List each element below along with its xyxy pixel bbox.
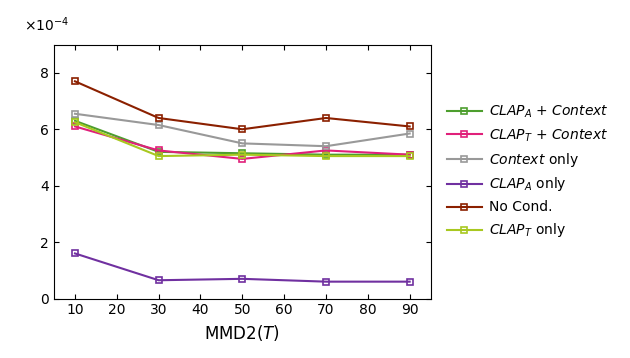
No Cond. <box>155 116 163 120</box>
$\mathit{CLAP}_T$ + $\mathit{Context}$ <box>406 153 413 157</box>
$\mathit{CLAP}_T$ + $\mathit{Context}$ <box>239 157 246 161</box>
Line: No Cond.: No Cond. <box>72 78 413 133</box>
No Cond. <box>239 127 246 131</box>
Line: $\mathit{CLAP}_T$ only: $\mathit{CLAP}_T$ only <box>72 119 413 160</box>
$\mathit{CLAP}_T$ + $\mathit{Context}$ <box>322 148 329 153</box>
$\mathit{CLAP}_A$ only <box>322 280 329 284</box>
$\mathit{CLAP}_A$ + $\mathit{Context}$ <box>155 150 163 154</box>
$\mathit{CLAP}_T$ only <box>322 154 329 158</box>
$\mathit{CLAP}_A$ + $\mathit{Context}$ <box>239 151 246 155</box>
$\mathit{CLAP}_A$ only <box>406 280 413 284</box>
$\mathit{Context}$ only <box>239 141 246 146</box>
$\mathit{Context}$ only <box>322 144 329 148</box>
$\mathit{CLAP}_T$ only <box>406 154 413 158</box>
No Cond. <box>322 116 329 120</box>
No Cond. <box>71 79 79 83</box>
$\mathit{CLAP}_A$ + $\mathit{Context}$ <box>406 153 413 157</box>
No Cond. <box>406 124 413 129</box>
Line: $\mathit{Context}$ only: $\mathit{Context}$ only <box>72 110 413 150</box>
$\mathit{Context}$ only <box>406 131 413 136</box>
$\mathit{CLAP}_A$ + $\mathit{Context}$ <box>322 153 329 157</box>
$\mathit{Context}$ only <box>155 123 163 127</box>
$\mathit{CLAP}_A$ + $\mathit{Context}$ <box>71 118 79 123</box>
$\mathit{CLAP}_T$ + $\mathit{Context}$ <box>71 124 79 129</box>
$\mathit{CLAP}_T$ only <box>71 120 79 124</box>
Line: $\mathit{CLAP}_A$ only: $\mathit{CLAP}_A$ only <box>72 250 413 285</box>
Text: $\times10^{-4}$: $\times10^{-4}$ <box>24 16 69 34</box>
$\mathit{Context}$ only <box>71 112 79 116</box>
X-axis label: MMD2$(T)$: MMD2$(T)$ <box>204 323 280 343</box>
$\mathit{CLAP}_A$ only <box>155 278 163 282</box>
Line: $\mathit{CLAP}_T$ + $\mathit{Context}$: $\mathit{CLAP}_T$ + $\mathit{Context}$ <box>72 123 413 163</box>
$\mathit{CLAP}_T$ only <box>239 153 246 157</box>
$\mathit{CLAP}_T$ + $\mathit{Context}$ <box>155 148 163 153</box>
$\mathit{CLAP}_A$ only <box>239 277 246 281</box>
Line: $\mathit{CLAP}_A$ + $\mathit{Context}$: $\mathit{CLAP}_A$ + $\mathit{Context}$ <box>72 117 413 158</box>
$\mathit{CLAP}_A$ only <box>71 251 79 256</box>
$\mathit{CLAP}_T$ only <box>155 154 163 158</box>
Legend: $\mathit{CLAP}_A$ + $\mathit{Context}$, $\mathit{CLAP}_T$ + $\mathit{Context}$, : $\mathit{CLAP}_A$ + $\mathit{Context}$, … <box>441 98 614 245</box>
